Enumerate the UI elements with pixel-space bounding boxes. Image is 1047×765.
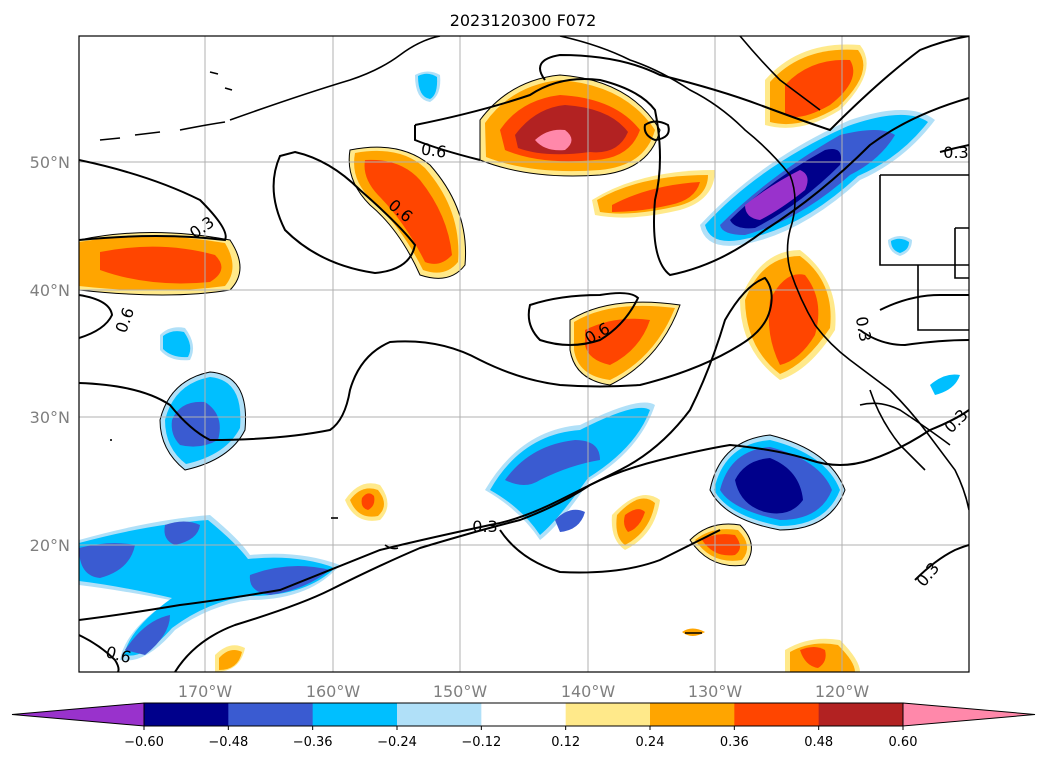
colorbar-segment [312,703,398,726]
colorbar-tick-label: 0.48 [804,735,833,750]
colorbar-extend-min [11,702,145,727]
colorbar-tick-label: 0.12 [551,735,580,750]
lat-label: 50°N [30,153,70,172]
contour-label: 0.3 [472,517,497,536]
colorbar-segment [818,703,904,726]
colorbar-tick-label: −0.36 [293,735,333,750]
lon-label: 150°W [433,682,488,701]
colorbar-segment [481,703,567,726]
colorbar-segment [734,703,820,726]
contour-label: 0.3 [943,143,968,162]
longitude-labels: 170°W 160°W 150°W 140°W 130°W 120°W [178,682,870,701]
colorbar-segment [144,703,229,726]
colorbar-tick-label: 0.60 [889,735,918,750]
map-frame [78,35,970,673]
colorbar-tick-label: −0.12 [461,735,501,750]
shading-outlines [79,74,846,567]
lon-label: 130°W [688,682,743,701]
negative-anomaly-fill [79,71,960,661]
lon-label: 140°W [561,682,616,701]
contour-label: 0.3 [852,315,875,343]
colorbar-segment [397,703,482,726]
graticule [79,36,969,672]
colorbar-segment [650,703,735,726]
colorbar: −0.60 −0.48 −0.36 −0.24 −0.12 0.12 0.24 0.36 0.4… [11,702,1036,750]
colorbar-segment [228,703,314,726]
map-title: 2023120300 F072 [450,11,597,30]
colorbar-segment [565,703,651,726]
contour-label: 0.6 [420,139,448,161]
lon-label: 160°W [306,682,361,701]
colorbar-extend-max [902,702,1036,727]
lat-label: 20°N [30,536,70,555]
lat-label: 40°N [30,281,70,300]
lon-label: 170°W [178,682,233,701]
colorbar-tick-label: −0.60 [124,735,164,750]
lon-label: 120°W [815,682,870,701]
contour-lines [79,36,969,672]
colorbar-frame [143,702,904,727]
colorbar-tick-label: −0.48 [208,735,248,750]
colorbar-tick-label: −0.24 [377,735,417,750]
latitude-labels: 50°N 40°N 30°N 20°N [30,153,70,555]
colorbar-tick-label: 0.24 [636,735,665,750]
colorbar-tick-label: 0.36 [720,735,749,750]
lat-label: 30°N [30,408,70,427]
coastlines [99,36,969,634]
map-area: 0.6 0.6 0.3 0.6 0.6 0.3 0.3 0.3 0.6 0.3 … [79,36,969,672]
